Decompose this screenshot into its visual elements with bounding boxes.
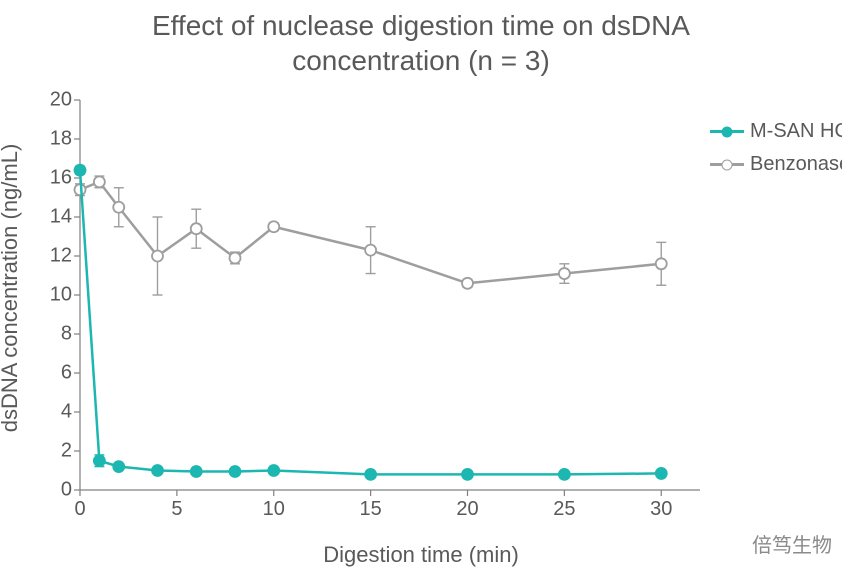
- y-axis-label: dsDNA concentration (ng/mL): [0, 144, 23, 433]
- y-tick-label: 18: [50, 128, 72, 151]
- x-tick-label: 20: [456, 498, 478, 521]
- y-tick-label: 10: [50, 284, 72, 307]
- y-tick-label: 2: [61, 440, 72, 463]
- x-tick-label: 25: [553, 498, 575, 521]
- legend-swatch-msan: [710, 130, 744, 133]
- chart-container: Effect of nuclease digestion time on dsD…: [0, 0, 842, 576]
- y-tick-label: 0: [61, 479, 72, 502]
- legend: M-SAN HQ Benzonase: [710, 120, 842, 186]
- x-axis-label: Digestion time (min): [323, 542, 519, 568]
- plot-svg: [80, 100, 700, 530]
- y-tick-label: 20: [50, 89, 72, 112]
- chart-title: Effect of nuclease digestion time on dsD…: [0, 8, 842, 78]
- y-tick-label: 12: [50, 245, 72, 268]
- legend-marker-msan: [722, 126, 733, 137]
- title-line2: concentration (n = 3): [292, 45, 550, 76]
- x-tick-label: 30: [650, 498, 672, 521]
- x-tick-label: 10: [263, 498, 285, 521]
- x-tick-label: 0: [74, 498, 85, 521]
- y-tick-label: 16: [50, 167, 72, 190]
- plot-area: 02468101214161820 051015202530: [80, 100, 700, 490]
- legend-item-benz: Benzonase: [710, 153, 842, 176]
- legend-item-msan: M-SAN HQ: [710, 120, 842, 143]
- y-tick-label: 14: [50, 206, 72, 229]
- legend-swatch-benz: [710, 163, 744, 166]
- title-line1: Effect of nuclease digestion time on dsD…: [152, 10, 690, 41]
- legend-label-benz: Benzonase: [750, 153, 842, 176]
- y-tick-label: 6: [61, 362, 72, 385]
- y-tick-label: 4: [61, 401, 72, 424]
- y-tick-label: 8: [61, 323, 72, 346]
- watermark-text: 倍笃生物: [752, 529, 832, 558]
- legend-marker-benz: [722, 159, 733, 170]
- legend-label-msan: M-SAN HQ: [750, 120, 842, 143]
- x-tick-label: 5: [171, 498, 182, 521]
- x-tick-label: 15: [360, 498, 382, 521]
